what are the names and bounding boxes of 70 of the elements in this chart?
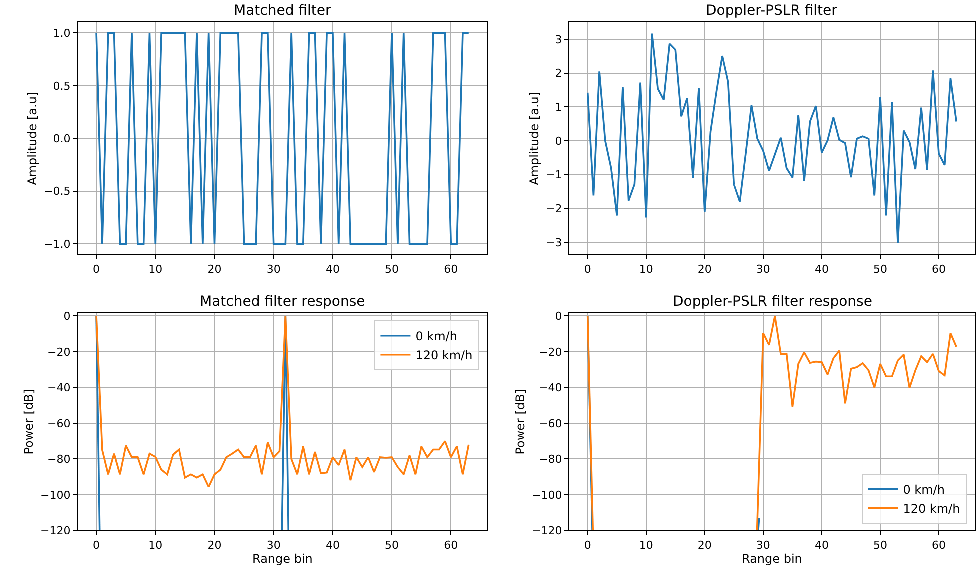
y-tick-label: −120 bbox=[40, 524, 71, 538]
x-axis-title: Range bin bbox=[742, 552, 802, 566]
y-tick-label: −1.0 bbox=[44, 238, 71, 251]
legend-label: 0 km/h bbox=[903, 483, 945, 498]
x-tick-label: 10 bbox=[148, 538, 163, 552]
y-tick-label: 1.0 bbox=[53, 27, 71, 40]
y-tick-label: 2 bbox=[555, 67, 562, 80]
y-tick-label: −1 bbox=[546, 168, 562, 182]
y-tick-label: 0.5 bbox=[53, 80, 71, 93]
y-tick-label: −100 bbox=[40, 488, 71, 502]
y-tick-label: −60 bbox=[48, 417, 71, 430]
x-tick-label: 10 bbox=[148, 262, 163, 276]
y-tick-label: −40 bbox=[538, 382, 562, 395]
y-tick-label: 3 bbox=[555, 33, 562, 46]
x-tick-label: 20 bbox=[208, 262, 222, 276]
y-axis-title: Amplitude [a.u] bbox=[527, 92, 542, 186]
x-tick-label: 10 bbox=[639, 538, 654, 552]
y-tick-label: −20 bbox=[48, 346, 71, 359]
x-tick-label: 60 bbox=[932, 538, 946, 552]
x-tick-label: 50 bbox=[385, 262, 400, 276]
y-tick-label: 0 bbox=[555, 134, 562, 148]
chart-title: Doppler-PSLR filter bbox=[706, 3, 838, 19]
x-axis-title: Range bin bbox=[252, 552, 313, 566]
y-tick-label: −0.5 bbox=[44, 185, 71, 198]
line-series bbox=[586, 32, 958, 244]
x-tick-label: 20 bbox=[208, 538, 222, 552]
chart-title: Matched filter response bbox=[200, 294, 366, 310]
y-axis-title: Power [dB] bbox=[22, 389, 36, 455]
y-tick-label: −80 bbox=[538, 453, 562, 466]
x-tick-label: 20 bbox=[698, 538, 712, 552]
x-tick-label: 0 bbox=[93, 538, 100, 552]
legend-label: 0 km/h bbox=[416, 330, 458, 344]
x-tick-label: 30 bbox=[266, 538, 281, 552]
x-tick-label: 50 bbox=[873, 262, 888, 276]
x-tick-label: 60 bbox=[932, 262, 946, 276]
x-tick-label: 0 bbox=[584, 538, 592, 552]
y-tick-label: 1 bbox=[555, 101, 562, 114]
y-axis-title: Power [dB] bbox=[513, 389, 528, 455]
x-tick-label: 40 bbox=[814, 262, 829, 276]
y-tick-label: −40 bbox=[48, 382, 71, 395]
chart-title: Matched filter bbox=[234, 3, 332, 19]
x-tick-label: 50 bbox=[385, 538, 400, 552]
y-tick-label: 0 bbox=[64, 310, 71, 324]
x-tick-label: 40 bbox=[326, 538, 340, 552]
chart-title: Doppler-PSLR filter response bbox=[673, 294, 872, 310]
x-tick-label: 30 bbox=[266, 262, 281, 276]
legend-label: 120 km/h bbox=[903, 502, 960, 516]
x-tick-label: 0 bbox=[584, 262, 592, 276]
y-tick-label: −120 bbox=[532, 524, 562, 538]
x-tick-label: 30 bbox=[756, 262, 770, 276]
x-tick-label: 20 bbox=[698, 262, 712, 276]
line-series bbox=[96, 315, 470, 488]
y-tick-label: −20 bbox=[538, 346, 562, 359]
x-tick-label: 10 bbox=[639, 262, 654, 276]
x-tick-label: 30 bbox=[756, 538, 770, 552]
x-tick-label: 60 bbox=[444, 262, 458, 276]
x-tick-label: 50 bbox=[873, 538, 888, 552]
x-tick-label: 60 bbox=[444, 538, 458, 552]
y-tick-label: −60 bbox=[538, 417, 562, 430]
x-tick-label: 40 bbox=[814, 538, 829, 552]
y-tick-label: −80 bbox=[48, 453, 71, 466]
y-tick-label: −100 bbox=[532, 488, 562, 502]
y-tick-label: −3 bbox=[546, 236, 562, 250]
y-tick-label: −2 bbox=[546, 202, 562, 216]
legend-label: 120 km/h bbox=[416, 348, 473, 363]
x-tick-label: 0 bbox=[93, 262, 100, 276]
y-tick-label: 0 bbox=[555, 310, 562, 324]
y-tick-label: 0.0 bbox=[53, 132, 71, 146]
y-axis-title: Amplitude [a.u] bbox=[25, 92, 40, 186]
x-tick-label: 40 bbox=[326, 262, 340, 276]
